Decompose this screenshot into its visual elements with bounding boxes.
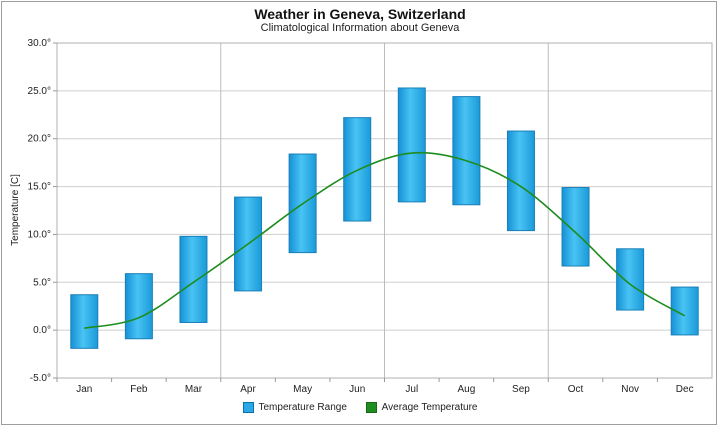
legend: Temperature Range Average Temperature (0, 402, 720, 416)
y-tick-label: 15.0° (28, 182, 51, 193)
x-tick-label: Oct (568, 384, 584, 395)
legend-label-average: Average Temperature (381, 402, 478, 413)
chart-title: Weather in Geneva, Switzerland (254, 6, 466, 22)
range-bar (452, 96, 481, 206)
legend-swatch-range (242, 402, 254, 413)
range-bar (616, 248, 645, 311)
x-tick-label: Sep (512, 384, 530, 395)
x-tick-label: Dec (676, 384, 694, 395)
x-tick-label: Aug (457, 384, 475, 395)
x-tick-label: Apr (240, 384, 256, 395)
x-tick-label: Jun (349, 384, 365, 395)
x-tick-label: Jan (76, 384, 92, 395)
y-tick-label: 20.0° (28, 134, 51, 145)
y-tick-label: 10.0° (28, 229, 51, 240)
x-tick-label: Mar (185, 384, 203, 395)
y-tick-label: 5.0° (33, 277, 51, 288)
x-tick-label: Jul (405, 384, 418, 395)
range-bar (124, 273, 153, 340)
legend-swatch-average (365, 402, 377, 413)
y-axis-label: Temperature [C] (10, 174, 21, 246)
legend-item-range[interactable]: Temperature Range (242, 402, 347, 413)
legend-item-average[interactable]: Average Temperature (365, 402, 478, 413)
x-tick-label: Nov (621, 384, 639, 395)
range-bar (561, 187, 590, 267)
y-tick-label: 0.0° (33, 325, 51, 336)
legend-label-range: Temperature Range (258, 402, 347, 413)
x-tick-label: Feb (130, 384, 148, 395)
chart-subtitle: Climatological Information about Geneva (260, 22, 460, 34)
range-bar (70, 294, 99, 349)
y-tick-label: 30.0° (28, 38, 51, 49)
y-tick-label: 25.0° (28, 86, 51, 97)
range-bar (397, 87, 426, 203)
range-bar (179, 235, 208, 323)
range-bar (343, 117, 372, 222)
x-tick-label: May (293, 384, 312, 395)
average-temperature-line (84, 151, 686, 330)
y-tick-label: -5.0° (30, 373, 51, 384)
